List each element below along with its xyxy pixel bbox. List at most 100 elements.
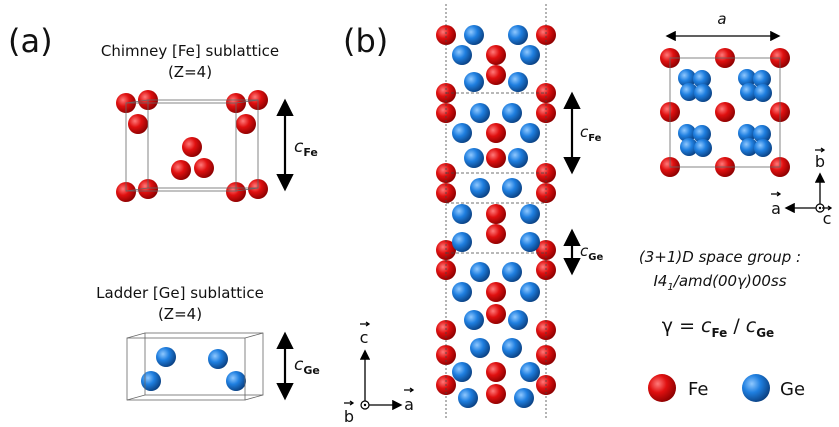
legend-label: Ge: [780, 379, 805, 400]
c-fe-label: cFe: [580, 123, 602, 144]
fe-atom: [486, 384, 506, 404]
fe-atom: [486, 282, 506, 302]
fe-atom: [248, 179, 268, 199]
ge-atom: [678, 69, 696, 87]
fe-atom: [171, 160, 191, 180]
ge-atom: [452, 362, 472, 382]
ge-atom: [753, 70, 771, 88]
fe-atom: [486, 65, 506, 85]
ge-atom: [452, 282, 472, 302]
ge-atom: [520, 282, 540, 302]
c-ge-label: cGe: [580, 242, 603, 263]
cell-box: [125, 99, 259, 192]
axis-label: c: [823, 209, 832, 228]
ge-atom: [693, 70, 711, 88]
fe-atom: [486, 304, 506, 324]
ge-atom: [470, 103, 490, 123]
legend-label: Fe: [688, 379, 708, 400]
fe-atom: [128, 114, 148, 134]
axis-label: a: [404, 395, 414, 414]
lattice-parameter: a: [717, 10, 726, 28]
ge-atom: [508, 25, 528, 45]
panel-label: (b): [343, 22, 388, 60]
ge-atom: [208, 349, 228, 369]
ge-atom: [452, 45, 472, 65]
ge-atom: [464, 72, 484, 92]
ge-atom: [753, 125, 771, 143]
ge-atom: [738, 124, 756, 142]
c-ge-label: cGe: [294, 355, 320, 377]
sublattice-title: Ladder [Ge] sublattice: [96, 284, 264, 302]
ge-atom: [502, 178, 522, 198]
ge-atom: [452, 232, 472, 252]
fe-atom: [236, 114, 256, 134]
fe-atom: [486, 148, 506, 168]
ratio-formula: γ = cFe / cGe: [662, 315, 774, 340]
ge-atom: [520, 45, 540, 65]
ge-atom: [738, 69, 756, 87]
ge-atom: [508, 148, 528, 168]
space-group-caption: (3+1)D space group :: [639, 248, 801, 266]
fe-atom: [194, 158, 214, 178]
ge-atom: [470, 262, 490, 282]
fe-atom: [116, 182, 136, 202]
axis-label: b: [344, 407, 354, 426]
fe-atom: [486, 204, 506, 224]
axis-label: b: [815, 152, 825, 171]
z-label: (Z=4): [168, 63, 212, 81]
fe-atom: [486, 224, 506, 244]
ge-atom: [520, 232, 540, 252]
legend-swatch: [648, 374, 676, 402]
ge-atom: [508, 310, 528, 330]
fe-atom: [486, 123, 506, 143]
ge-atom: [508, 72, 528, 92]
ge-atom: [520, 362, 540, 382]
ge-atom: [694, 139, 712, 157]
ge-atom: [502, 262, 522, 282]
ge-atom: [156, 347, 176, 367]
c-fe-label: cFe: [294, 137, 318, 159]
ge-atom: [694, 84, 712, 102]
fe-atom: [536, 25, 556, 45]
ge-atom: [458, 388, 478, 408]
ge-atom: [502, 338, 522, 358]
fe-atom: [486, 45, 506, 65]
ge-atom: [470, 338, 490, 358]
axis-label: a: [771, 199, 781, 218]
ge-atom: [680, 83, 698, 101]
ge-atom: [514, 388, 534, 408]
axes-triad: [344, 321, 415, 411]
fe-atom: [715, 102, 735, 122]
ge-atom: [520, 123, 540, 143]
ge-atom: [464, 148, 484, 168]
legend-swatch: [742, 374, 770, 402]
ge-atom: [464, 25, 484, 45]
panel-label: (a): [8, 22, 53, 60]
ge-atom: [141, 371, 161, 391]
ge-atom: [754, 139, 772, 157]
ge-atom: [754, 84, 772, 102]
fe-atom: [486, 362, 506, 382]
cell-box: [669, 57, 781, 168]
axes-triad: [771, 147, 833, 214]
fe-atom: [436, 25, 456, 45]
z-label: (Z=4): [158, 305, 202, 323]
ge-atom: [680, 138, 698, 156]
ge-atom: [740, 138, 758, 156]
ge-atom: [520, 204, 540, 224]
ge-atom: [740, 83, 758, 101]
ge-atom: [693, 125, 711, 143]
ge-atom: [678, 124, 696, 142]
space-group-symbol: I41/amd(00γ)00ss: [653, 272, 786, 293]
sublattice-title: Chimney [Fe] sublattice: [101, 42, 279, 60]
ge-atom: [470, 178, 490, 198]
fe-atom: [226, 182, 246, 202]
ge-atom: [452, 123, 472, 143]
cell-box: [126, 332, 264, 401]
ge-atom: [464, 310, 484, 330]
fe-atom: [436, 345, 456, 365]
ge-atom: [226, 371, 246, 391]
fe-atom: [536, 345, 556, 365]
fe-atom: [138, 179, 158, 199]
